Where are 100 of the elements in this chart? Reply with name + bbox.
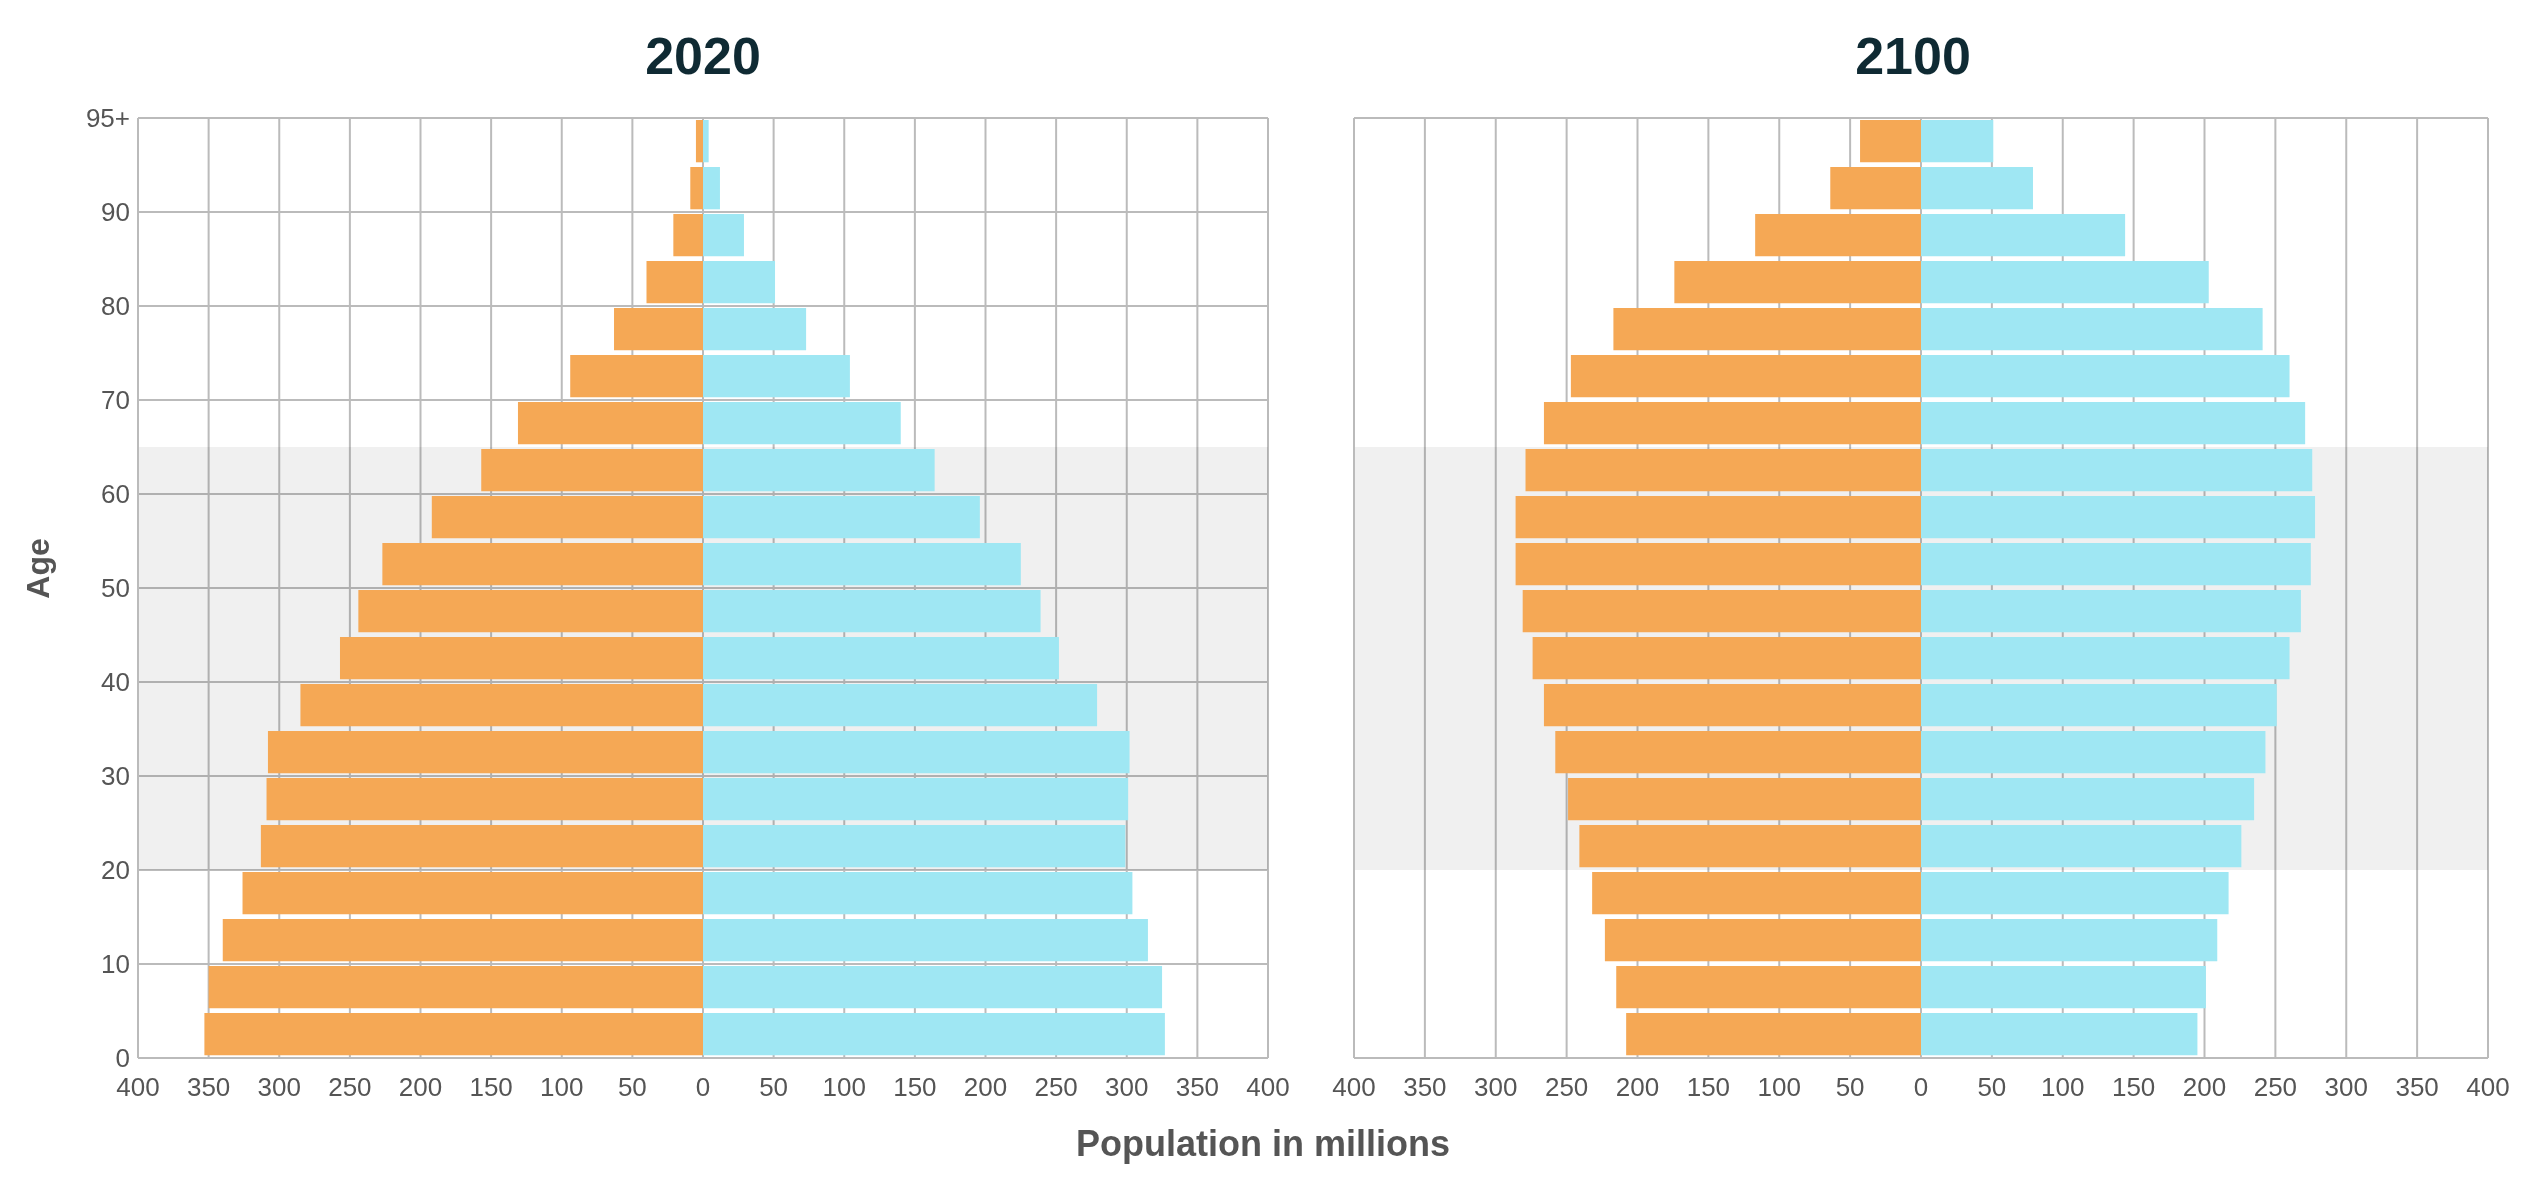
x-tick-label: 50 [1977, 1072, 2007, 1103]
x-tick-label: 250 [328, 1072, 372, 1103]
x-tick-label: 150 [893, 1072, 937, 1103]
bar [1921, 872, 2229, 915]
x-tick-label: 100 [540, 1072, 584, 1103]
bar [1543, 684, 1921, 727]
bar [703, 120, 709, 163]
bar [339, 637, 703, 680]
x-tick-label: 50 [759, 1072, 789, 1103]
bar [1921, 261, 2209, 304]
bar [703, 872, 1133, 915]
x-axis-title: Population in millions [1075, 1123, 1451, 1165]
bar [1830, 167, 1921, 210]
bar [703, 637, 1059, 680]
y-tick-label: 10 [101, 949, 130, 980]
y-tick-label: 40 [101, 667, 130, 698]
bar [1532, 637, 1921, 680]
bar [266, 778, 703, 821]
y-tick-label: 80 [101, 291, 130, 322]
bar [1921, 449, 2313, 492]
bar [1515, 543, 1921, 586]
x-tick-label: 300 [1474, 1072, 1518, 1103]
x-tick-label: 400 [2466, 1072, 2510, 1103]
bar [1570, 355, 1921, 398]
x-tick-label: 200 [963, 1072, 1008, 1103]
bar [703, 308, 807, 351]
x-tick-label: 350 [186, 1072, 231, 1103]
bar [1568, 778, 1921, 821]
bar [1522, 590, 1921, 633]
x-tick-label: 350 [1403, 1072, 1447, 1103]
bar [242, 872, 703, 915]
bar [481, 449, 703, 492]
bar [646, 261, 703, 304]
x-tick-label: 300 [257, 1072, 301, 1103]
x-tick-label: 200 [1615, 1072, 1660, 1103]
bar [208, 966, 703, 1009]
bar [222, 919, 703, 962]
bar [703, 590, 1041, 633]
y-tick-label: 95+ [85, 103, 130, 134]
x-tick-label: 250 [2253, 1072, 2298, 1103]
bar [382, 543, 703, 586]
bar [703, 261, 776, 304]
bar [1613, 308, 1921, 351]
x-tick-label: 0 [1913, 1072, 1929, 1103]
bar [1755, 214, 1921, 257]
bar [570, 355, 703, 398]
bar [703, 919, 1148, 962]
chart-title: 2100 [1854, 26, 1972, 86]
bar [703, 966, 1163, 1009]
x-tick-label: 400 [1246, 1072, 1290, 1103]
x-tick-label: 250 [1034, 1072, 1078, 1103]
bar [1921, 402, 2306, 445]
bar [703, 684, 1098, 727]
bar [1921, 1013, 2198, 1056]
y-tick-label: 0 [115, 1043, 130, 1074]
bar [695, 120, 703, 163]
bar [1921, 919, 2218, 962]
bar [1525, 449, 1921, 492]
bar [703, 778, 1129, 821]
x-tick-label: 50 [617, 1072, 647, 1103]
x-tick-label: 350 [2395, 1072, 2439, 1103]
bar [1579, 825, 1921, 868]
bar [703, 1013, 1165, 1056]
bar [1921, 308, 2263, 351]
bar [614, 308, 703, 351]
x-tick-label: 50 [1835, 1072, 1865, 1103]
y-tick-label: 60 [101, 479, 130, 510]
bar [703, 825, 1126, 868]
bar [1921, 214, 2126, 257]
bar [1921, 684, 2277, 727]
bar [260, 825, 703, 868]
bar [1921, 731, 2266, 774]
bar [267, 731, 703, 774]
bar [1921, 966, 2206, 1009]
x-tick-label: 150 [1686, 1072, 1731, 1103]
bar [1674, 261, 1921, 304]
x-tick-label: 400 [116, 1072, 160, 1103]
bar [1616, 966, 1921, 1009]
x-tick-label: 150 [2111, 1072, 2156, 1103]
y-tick-label: 90 [101, 197, 130, 228]
bar [703, 355, 850, 398]
x-tick-label: 200 [398, 1072, 443, 1103]
x-tick-label: 300 [1105, 1072, 1149, 1103]
bar [1921, 167, 2033, 210]
y-tick-label: 30 [101, 761, 130, 792]
x-tick-label: 300 [2324, 1072, 2368, 1103]
x-tick-label: 100 [1757, 1072, 1801, 1103]
bar [1921, 825, 2242, 868]
bar [703, 214, 744, 257]
bar [1921, 778, 2255, 821]
bar [703, 167, 720, 210]
bar [431, 496, 703, 539]
y-axis-title: Age [19, 537, 57, 599]
bar [1592, 872, 1921, 915]
bar [703, 449, 935, 492]
x-tick-label: 100 [822, 1072, 866, 1103]
bar [300, 684, 703, 727]
bar [703, 402, 901, 445]
bar [204, 1013, 703, 1056]
bar [1921, 355, 2290, 398]
